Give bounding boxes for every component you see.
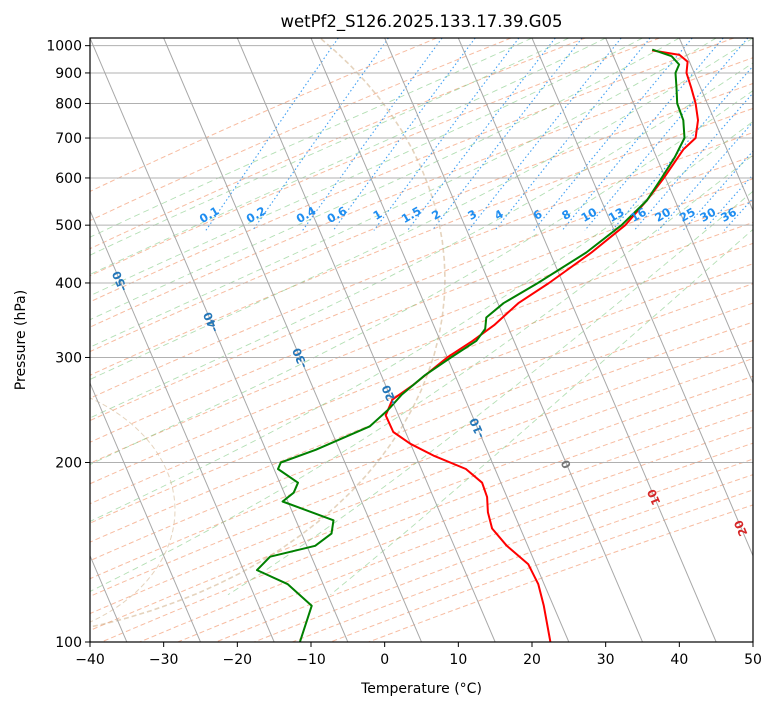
y-tick-label: 700 — [55, 131, 82, 147]
x-axis-ticks: −40 −30 −20 −10 0 10 20 30 40 50 — [75, 642, 762, 668]
isotherm-gridline — [457, 38, 717, 642]
dry-adiabat — [330, 489, 753, 642]
isotherm-gridline — [90, 209, 275, 642]
y-tick-label: 200 — [55, 455, 82, 471]
mixing-ratio-line — [332, 38, 476, 231]
mixing-ratio-line — [205, 38, 339, 231]
dry-adiabat — [139, 409, 753, 642]
mixing-ratio-line — [633, 92, 753, 231]
dry-adiabat — [90, 38, 512, 222]
x-tick-label: 0 — [380, 652, 389, 668]
y-tick-label: 900 — [55, 66, 82, 82]
y-tick-label: 800 — [55, 96, 82, 112]
y-tick-label: 400 — [55, 276, 82, 292]
moist-adiabat — [227, 190, 753, 596]
mixing-ratio-label: 30 — [697, 205, 718, 225]
mixing-ratio-line — [611, 65, 753, 231]
mixing-ratio-line — [533, 38, 693, 231]
warm-isotherm-label: 20 — [731, 518, 750, 538]
mixing-ratio-label: 20 — [652, 205, 673, 225]
warm-isotherm-label: 10 — [644, 487, 663, 507]
x-tick-label: 50 — [744, 652, 762, 668]
dry-adiabat — [90, 57, 753, 328]
isotherm-gridline — [163, 38, 422, 642]
moist-adiabat — [90, 38, 606, 275]
mixing-ratio-label: 36 — [718, 205, 739, 225]
moist-adiabat — [90, 90, 753, 465]
dry-adiabat — [90, 107, 753, 376]
isotherm-gridline — [384, 38, 643, 642]
x-tick-label: 20 — [523, 652, 541, 668]
y-axis-ticks: 100 200 300 400 500 600 700 800 900 1000 — [46, 39, 90, 651]
dry-adiabat — [90, 242, 753, 505]
isotherm-gridline — [90, 381, 201, 642]
dry-adiabat — [90, 38, 586, 250]
dewpoint-profile-line — [256, 48, 686, 642]
dry-adiabat — [90, 200, 753, 464]
dry-adiabat — [90, 321, 753, 580]
mixing-ratio-line — [252, 38, 389, 231]
temperature-profile-line — [384, 49, 699, 642]
mixing-ratio-label: 13 — [606, 205, 627, 225]
isotherm-gridline — [605, 38, 753, 385]
dry-adiabat — [177, 426, 753, 642]
y-tick-label: 100 — [55, 635, 82, 651]
x-tick-label: 30 — [597, 652, 615, 668]
dry-adiabat — [90, 357, 753, 615]
background-reference-lines — [90, 38, 753, 642]
mixing-ratio-line — [682, 150, 753, 231]
moist-adiabat — [90, 62, 753, 419]
y-tick-label: 300 — [55, 350, 82, 366]
dry-adiabat — [90, 82, 753, 353]
y-tick-label: 500 — [55, 218, 82, 234]
plot-frame — [89, 37, 754, 643]
isotherm-gridline — [90, 38, 349, 642]
moist-adiabat — [90, 38, 717, 348]
moist-adiabat — [90, 38, 643, 297]
x-tick-label: 40 — [670, 652, 688, 668]
dry-adiabat — [368, 504, 753, 642]
mixing-ratio-label: 16 — [628, 205, 649, 225]
x-tick-label: −20 — [223, 652, 253, 668]
mixing-ratio-line — [302, 38, 443, 231]
x-tick-label: −10 — [296, 652, 326, 668]
isotherm-gridline — [678, 38, 753, 212]
y-tick-label: 600 — [55, 171, 82, 187]
x-tick-label: −30 — [149, 652, 179, 668]
chart-title: wetPf2_S126.2025.133.17.39.G05 — [280, 12, 562, 32]
y-tick-label: 1000 — [46, 39, 82, 55]
y-axis-label: Pressure (hPa) — [13, 290, 29, 390]
dry-adiabat — [90, 38, 660, 277]
mixing-ratio-line — [467, 38, 622, 231]
mixing-ratio-line — [431, 38, 583, 231]
x-axis-label: Temperature (°C) — [360, 681, 482, 697]
x-tick-label: 10 — [449, 652, 467, 668]
moist-adiabat — [330, 228, 753, 596]
dry-adiabat — [90, 339, 753, 597]
x-tick-label: −40 — [75, 652, 105, 668]
moist-adiabat — [90, 154, 753, 593]
dry-adiabat — [90, 283, 753, 543]
moist-adiabat — [90, 38, 753, 380]
isotherm-gridline — [531, 38, 753, 557]
isotherm-gridline — [310, 38, 570, 642]
isotherm-gridline — [236, 38, 496, 642]
plot-area — [90, 38, 753, 642]
moist-adiabat — [90, 120, 753, 522]
dry-adiabat — [90, 155, 753, 422]
dry-adiabat — [90, 38, 735, 303]
dry-adiabat — [215, 442, 753, 642]
moist-adiabat — [90, 38, 533, 238]
reference-line-labels: -100-90-80-70-60-50-40-30-20-100.10.20.4… — [109, 204, 750, 539]
mixing-ratio-label: 10 — [579, 205, 600, 225]
mixing-ratio-label: 25 — [677, 205, 698, 225]
sounding-profiles — [256, 48, 699, 642]
